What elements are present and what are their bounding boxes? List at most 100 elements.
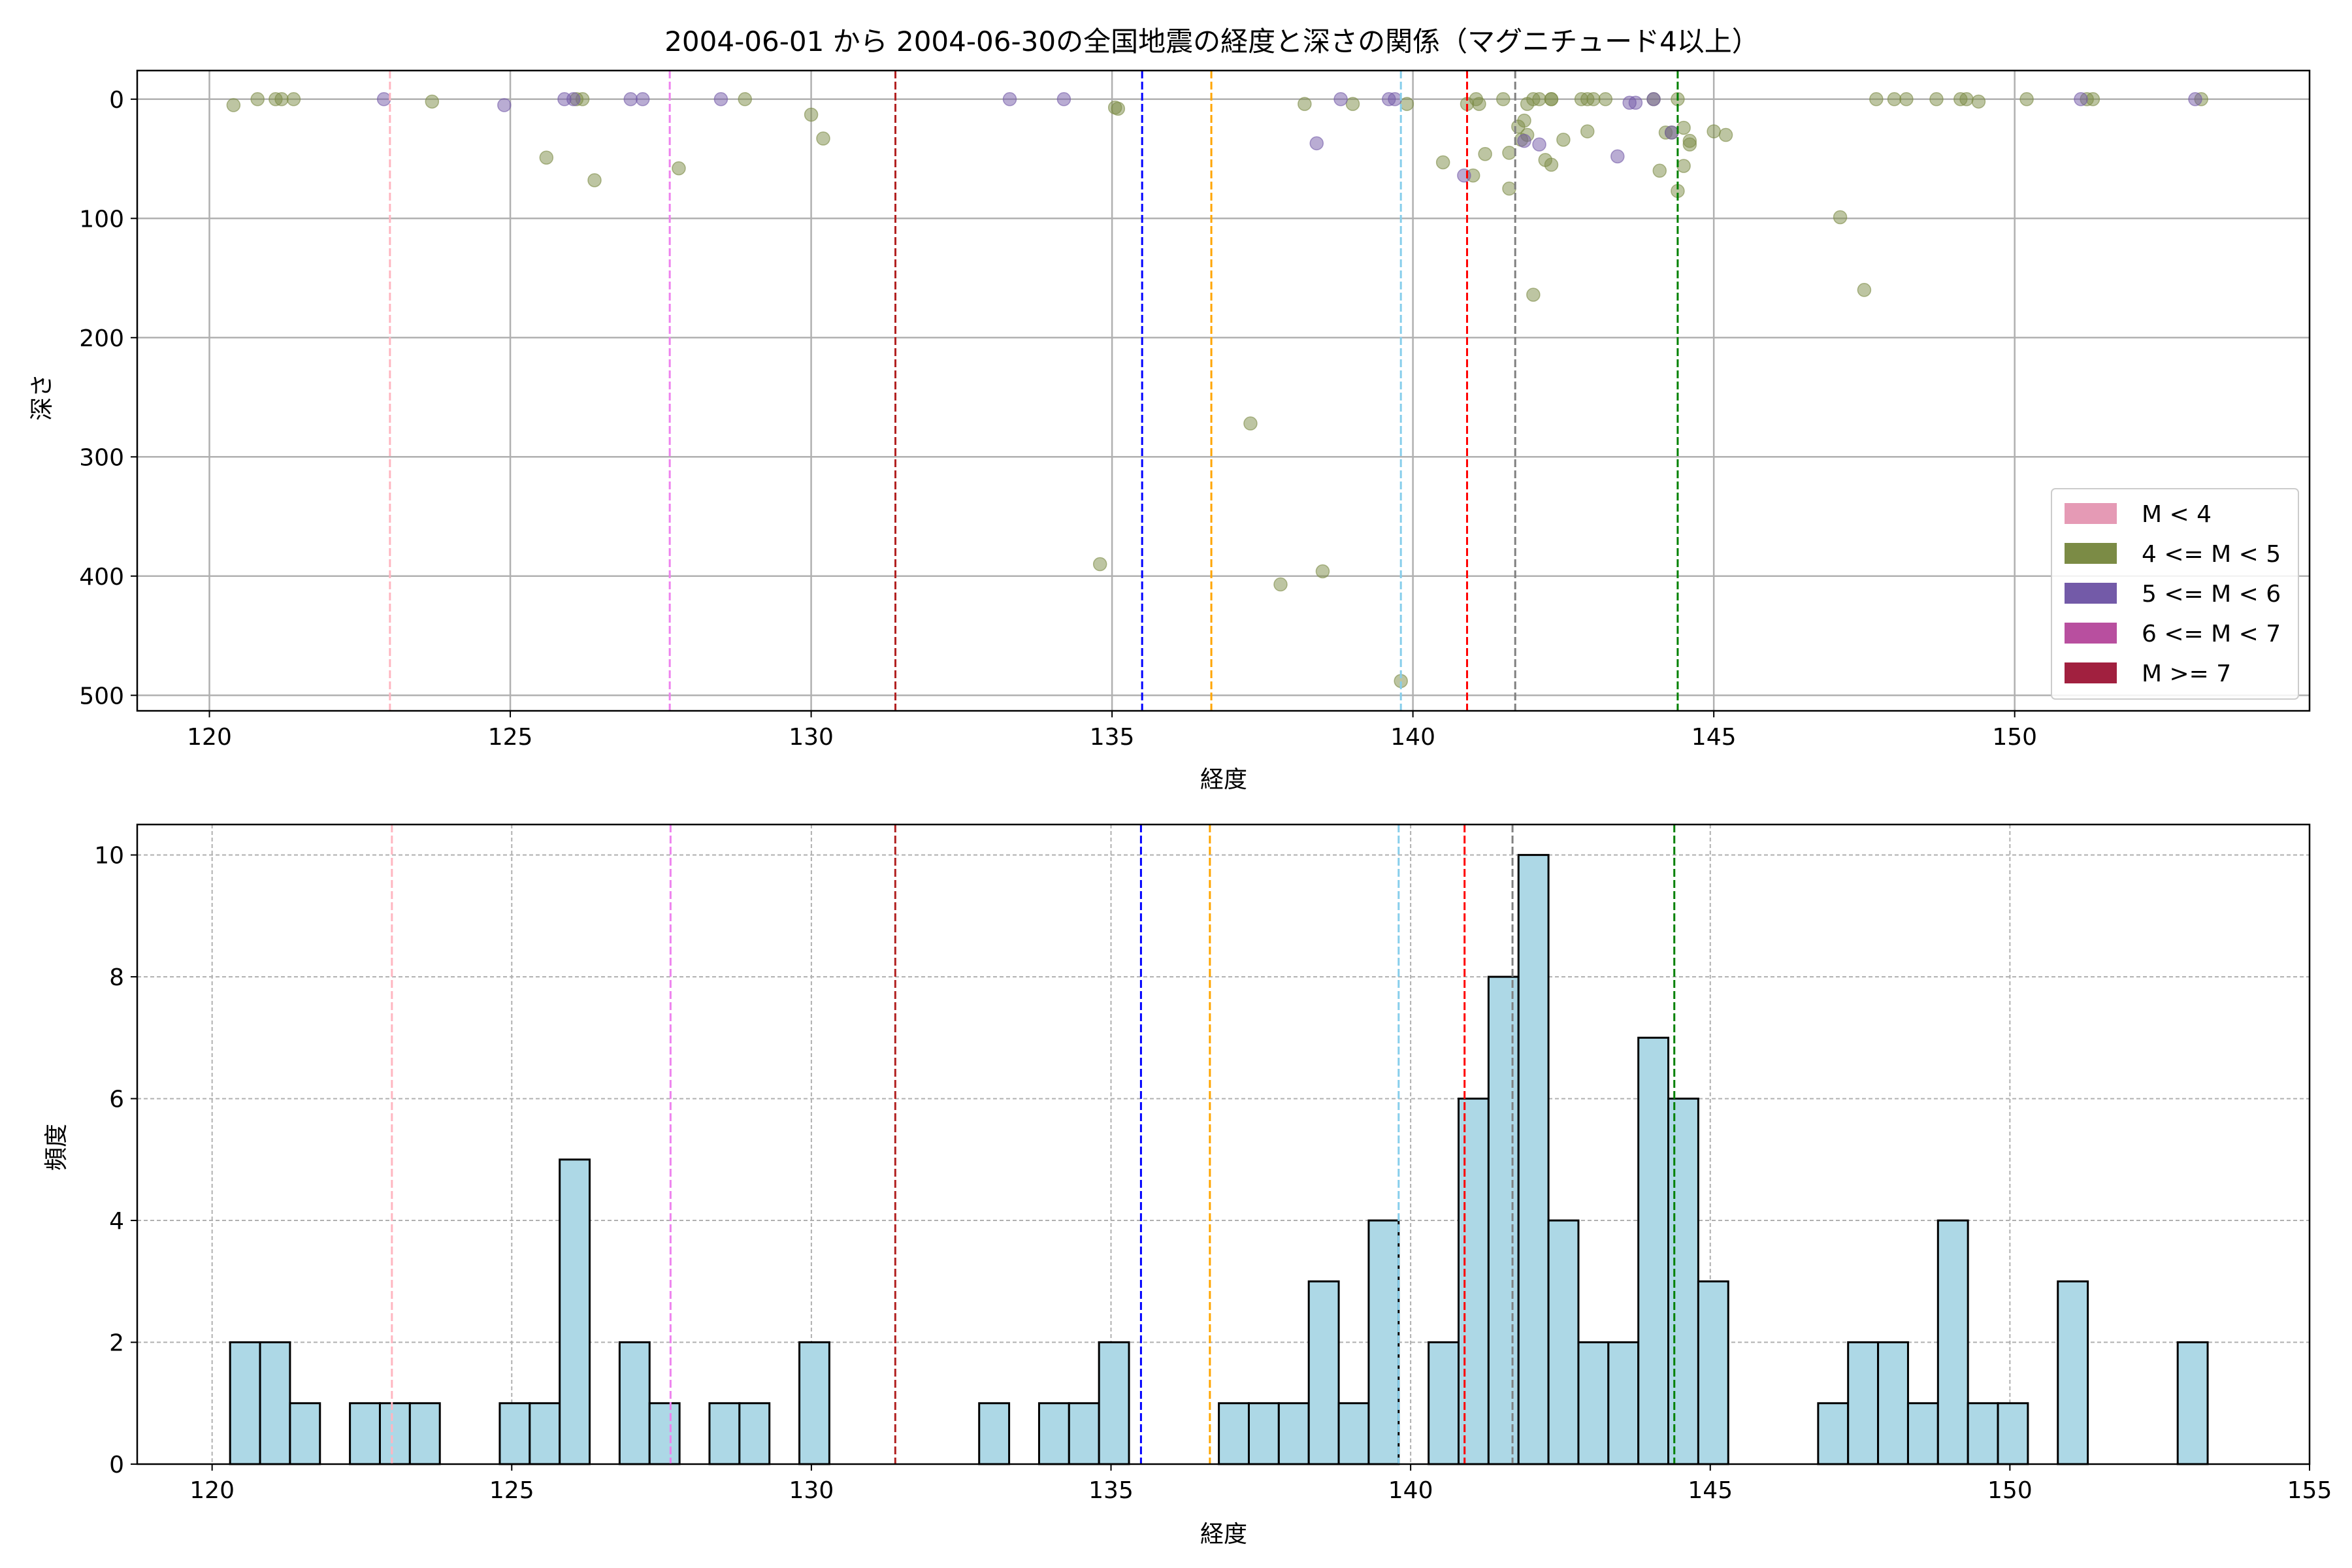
histogram-x-axis-label: 経度 xyxy=(1200,1521,1247,1548)
scatter-point xyxy=(376,92,391,106)
histogram-bar xyxy=(1068,1402,1100,1465)
histogram-bar xyxy=(1667,1098,1699,1465)
scatter-x-tick-label: 140 xyxy=(1390,724,1435,751)
histogram-y-tick-label: 8 xyxy=(109,964,124,991)
scatter-point xyxy=(1478,146,1492,161)
histogram-bar xyxy=(1277,1402,1310,1465)
scatter-point xyxy=(1502,181,1516,196)
histogram-bar xyxy=(1517,854,1550,1465)
histogram-bar xyxy=(1547,1219,1580,1465)
histogram-x-tick-label: 145 xyxy=(1688,1477,1733,1504)
scatter-point xyxy=(623,92,638,106)
scatter-point xyxy=(1556,133,1571,147)
scatter-point xyxy=(1399,97,1414,111)
scatter-y-tick-label: 0 xyxy=(109,87,124,114)
histogram-x-tick-label: 150 xyxy=(1987,1477,2033,1504)
histogram-bar xyxy=(1218,1402,1250,1465)
scatter-point xyxy=(1532,137,1546,152)
scatter-point xyxy=(816,131,830,146)
histogram-bar xyxy=(978,1402,1011,1465)
scatter-point xyxy=(226,98,241,112)
scatter-point xyxy=(1502,146,1516,160)
scatter-point xyxy=(2085,92,2100,106)
histogram-y-tick-label: 6 xyxy=(109,1086,124,1113)
scatter-point xyxy=(1682,137,1697,152)
legend-label: M >= 7 xyxy=(2142,661,2231,687)
histogram-bar xyxy=(1847,1341,1880,1465)
scatter-x-tick-label: 125 xyxy=(488,724,533,751)
histogram-x-tick-label: 120 xyxy=(189,1477,235,1504)
histogram-bar xyxy=(2176,1341,2209,1465)
legend-swatch xyxy=(2065,583,2117,604)
scatter-y-tick-label: 300 xyxy=(79,444,124,471)
scatter-point xyxy=(1707,124,1721,139)
scatter-point xyxy=(1598,92,1613,106)
scatter-point xyxy=(1610,149,1625,164)
histogram-bar xyxy=(1247,1402,1280,1465)
scatter-point xyxy=(1887,92,1902,106)
scatter-point xyxy=(1309,136,1324,151)
scatter-point xyxy=(497,98,512,112)
scatter-point xyxy=(1628,95,1643,110)
scatter-point xyxy=(1869,92,1884,106)
histogram-bar xyxy=(229,1341,261,1465)
chart-title: 2004-06-01 から 2004-06-30の全国地震の経度と深さの関係（マ… xyxy=(664,25,1759,57)
histogram-bar xyxy=(259,1341,291,1465)
scatter-point xyxy=(1532,92,1546,106)
histogram-bar xyxy=(2057,1280,2089,1465)
histogram-bar xyxy=(498,1402,531,1465)
scatter-point xyxy=(1857,283,1872,297)
scatter-point xyxy=(1664,125,1679,140)
scatter-point xyxy=(1388,92,1402,106)
histogram-bar xyxy=(408,1402,441,1465)
scatter-point xyxy=(1959,92,1974,106)
scatter-point xyxy=(1333,92,1348,106)
scatter-point xyxy=(1971,94,1986,109)
histogram-bar xyxy=(1428,1341,1460,1465)
scatter-point xyxy=(1457,168,1471,183)
histogram-x-tick-label: 135 xyxy=(1088,1477,1134,1504)
histogram-bar xyxy=(1098,1341,1130,1465)
histogram-bar xyxy=(349,1402,381,1465)
legend-swatch xyxy=(2065,543,2117,564)
legend-label: M < 4 xyxy=(2142,501,2212,528)
histogram-bar xyxy=(1637,1036,1670,1465)
histogram-bar xyxy=(648,1402,681,1465)
scatter-point xyxy=(2188,92,2202,106)
scatter-y-tick-label: 200 xyxy=(79,325,124,352)
histogram-y-tick-label: 4 xyxy=(109,1208,124,1235)
scatter-point xyxy=(1652,163,1667,178)
histogram-y-tick-label: 2 xyxy=(109,1330,124,1357)
scatter-point xyxy=(1111,101,1126,116)
scatter-point xyxy=(539,150,554,165)
scatter-point xyxy=(1580,124,1595,139)
scatter-point xyxy=(1435,155,1450,170)
scatter-point xyxy=(738,92,753,106)
scatter-point xyxy=(1833,210,1848,225)
scatter-point xyxy=(1899,92,1914,106)
scatter-point xyxy=(1517,113,1531,128)
histogram-bar xyxy=(1487,975,1520,1465)
histogram-y-axis-label: 頻度 xyxy=(43,1124,70,1171)
histogram-bar xyxy=(1037,1402,1070,1465)
scatter-y-axis-label: 深さ xyxy=(29,374,56,421)
scatter-x-tick-label: 120 xyxy=(187,724,232,751)
scatter-y-tick-label: 500 xyxy=(79,683,124,710)
histogram-bar xyxy=(289,1402,321,1465)
scatter-point xyxy=(1676,120,1691,135)
histogram-bar xyxy=(798,1341,830,1465)
scatter-point xyxy=(1092,557,1107,572)
histogram-y-tick-label: 10 xyxy=(94,843,124,870)
scatter-point xyxy=(1544,157,1559,172)
histogram-bar xyxy=(1877,1341,1909,1465)
scatter-point xyxy=(2019,92,2034,106)
scatter-point xyxy=(1345,97,1360,111)
scatter-point xyxy=(1517,133,1531,148)
histogram-bar xyxy=(1967,1402,1999,1465)
histogram-bar xyxy=(708,1402,741,1465)
scatter-point xyxy=(274,92,289,106)
histogram-y-tick-label: 0 xyxy=(109,1452,124,1478)
legend-label: 5 <= M < 6 xyxy=(2142,581,2281,608)
scatter-point xyxy=(1472,97,1486,111)
scatter-x-tick-label: 145 xyxy=(1691,724,1737,751)
